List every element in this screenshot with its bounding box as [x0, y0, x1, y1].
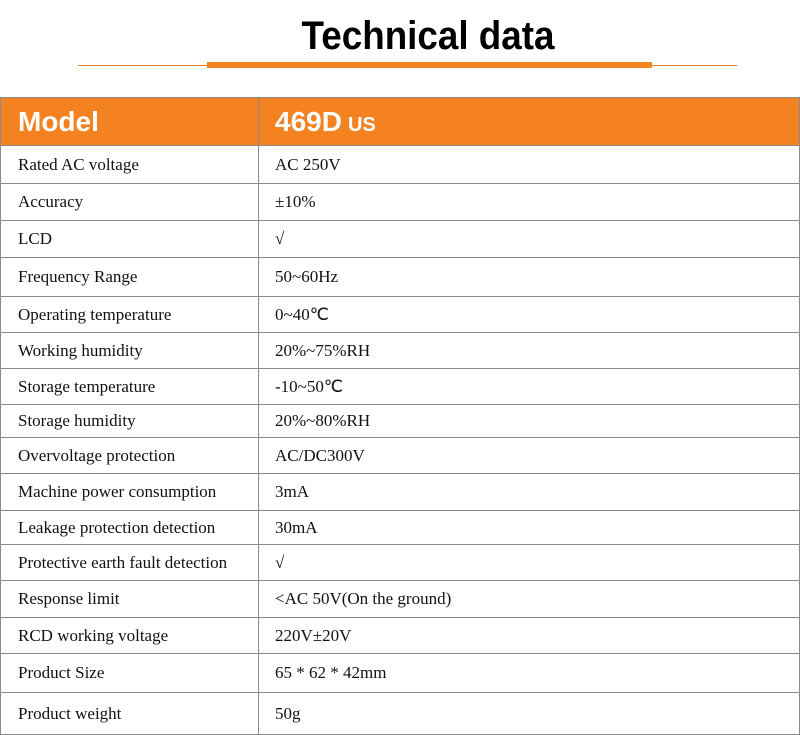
spec-label: Storage temperature — [0, 368, 259, 405]
spec-value: <AC 50V(On the ground) — [258, 580, 800, 618]
spec-label: Rated AC voltage — [0, 145, 259, 184]
table-header-row: Model 469D US — [0, 97, 800, 146]
spec-label: Protective earth fault detection — [0, 544, 259, 581]
spec-label: Product Size — [0, 653, 259, 693]
spec-value: 20%~80%RH — [258, 404, 800, 438]
spec-label: Storage humidity — [0, 404, 259, 438]
spec-value: 30mA — [258, 510, 800, 545]
spec-label: RCD working voltage — [0, 617, 259, 654]
spec-table: Model 469D US Rated AC voltage AC 250V Accu… — [0, 97, 800, 735]
table-row: Leakage protection detection 30mA — [0, 510, 800, 545]
spec-value: 65 * 62 * 42mm — [258, 653, 800, 693]
header-model: 469D US — [258, 97, 800, 146]
table-row: Storage temperature -10~50℃ — [0, 368, 800, 405]
table-row: Working humidity 20%~75%RH — [0, 332, 800, 369]
spec-value: -10~50℃ — [258, 368, 800, 405]
header-label: Model — [0, 97, 259, 146]
spec-label: Overvoltage protection — [0, 437, 259, 474]
spec-value: 3mA — [258, 473, 800, 511]
spec-value: 20%~75%RH — [258, 332, 800, 369]
spec-value: AC 250V — [258, 145, 800, 184]
spec-label: Leakage protection detection — [0, 510, 259, 545]
title-underline — [207, 62, 652, 68]
table-row: Product Size 65 * 62 * 42mm — [0, 653, 800, 693]
spec-value: √ — [258, 544, 800, 581]
spec-value: ±10% — [258, 183, 800, 221]
table-row: Protective earth fault detection √ — [0, 544, 800, 581]
table-row: Storage humidity 20%~80%RH — [0, 404, 800, 438]
spec-label: Accuracy — [0, 183, 259, 221]
spec-label: Frequency Range — [0, 257, 259, 297]
table-row: Response limit <AC 50V(On the ground) — [0, 580, 800, 618]
spec-label: Operating temperature — [0, 296, 259, 333]
table-row: Rated AC voltage AC 250V — [0, 145, 800, 184]
spec-value: 50~60Hz — [258, 257, 800, 297]
spec-label: Product weight — [0, 692, 259, 735]
model-name: 469D — [275, 105, 342, 137]
spec-label: Machine power consumption — [0, 473, 259, 511]
model-suffix: US — [347, 113, 376, 136]
table-row: Operating temperature 0~40℃ — [0, 296, 800, 333]
spec-label: LCD — [0, 220, 259, 258]
spec-value: 0~40℃ — [258, 296, 800, 333]
page-title: Technical data — [301, 14, 555, 58]
table-row: Accuracy ±10% — [0, 183, 800, 221]
table-row: Overvoltage protection AC/DC300V — [0, 437, 800, 474]
spec-value: 50g — [258, 692, 800, 735]
spec-label: Working humidity — [0, 332, 259, 369]
spec-value: AC/DC300V — [258, 437, 800, 474]
table-row: LCD √ — [0, 220, 800, 258]
table-row: Frequency Range 50~60Hz — [0, 257, 800, 297]
table-row: Product weight 50g — [0, 692, 800, 735]
spec-label: Response limit — [0, 580, 259, 618]
table-row: RCD working voltage 220V±20V — [0, 617, 800, 654]
table-row: Machine power consumption 3mA — [0, 473, 800, 511]
spec-value: √ — [258, 220, 800, 258]
spec-value: 220V±20V — [258, 617, 800, 654]
